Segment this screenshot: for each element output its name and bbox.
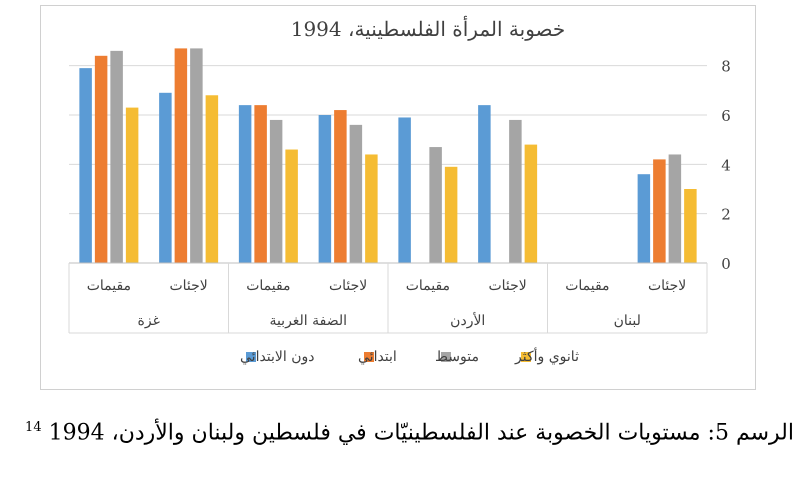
group-label: الضفة الغربية (269, 313, 347, 329)
legend-swatch (246, 352, 256, 362)
bar (285, 149, 298, 263)
bar (398, 117, 411, 263)
bar (269, 119, 283, 263)
bar (318, 115, 332, 263)
group-label: الأردن (450, 311, 485, 329)
bar (159, 92, 172, 263)
legend-label: متوسط (435, 349, 479, 365)
bar (125, 107, 139, 263)
bar (684, 189, 697, 263)
bar (478, 105, 491, 263)
caption-text: الرسم 5: مستويات الخصوبة عند الفلسطينيّا… (48, 420, 794, 446)
bar (653, 159, 666, 263)
y-tick-label: 2 (721, 206, 731, 224)
bar (637, 174, 651, 263)
bar (524, 144, 538, 263)
category-label: لاجئات (488, 278, 526, 294)
category-label: لاجئات (329, 278, 367, 294)
bar (668, 154, 682, 263)
legend-swatch (364, 352, 374, 362)
category-label: لاجئات (648, 278, 686, 294)
chart-svg: خصوبة المرأة الفلسطينية، 1994 0 2 4 6 8 لاجئات… (68, 15, 731, 365)
y-tick-label: 0 (721, 255, 731, 273)
category-label: مقيمات (87, 278, 131, 294)
chart-title: خصوبة المرأة الفلسطينية، 1994 (291, 15, 566, 41)
bar (429, 147, 442, 263)
bar (334, 110, 347, 263)
legend-label: دون الابتدائي (240, 349, 315, 365)
bar (94, 55, 108, 263)
bar (205, 95, 219, 264)
category-label: مقيمات (406, 278, 450, 294)
bar (444, 166, 458, 263)
bar (349, 124, 363, 263)
group-label: لبنان (614, 313, 641, 329)
legend-label: ابتدائي (358, 349, 397, 365)
category-label: مقيمات (246, 278, 290, 294)
bar (190, 48, 203, 264)
legend-swatch (521, 352, 531, 362)
category-label: لاجئات (169, 278, 207, 294)
category-label: مقيمات (565, 278, 609, 294)
figure-caption: الرسم 5: مستويات الخصوبة عند الفلسطينيّا… (0, 420, 794, 445)
bar (365, 154, 378, 263)
legend-swatch (441, 352, 451, 362)
bar (110, 50, 123, 263)
legend-label: ثانوي وأكثر (514, 346, 579, 365)
chart-frame: خصوبة المرأة الفلسطينية، 1994 0 2 4 6 8 لاجئات… (40, 5, 756, 390)
y-tick-label: 4 (721, 156, 731, 174)
bar (174, 48, 188, 264)
bar (509, 119, 522, 263)
bar (254, 105, 267, 263)
bar (238, 105, 252, 263)
y-tick-label: 6 (721, 107, 731, 125)
y-tick-label: 8 (721, 58, 731, 76)
caption-footnote: 14 (25, 420, 42, 435)
group-label: غزة (138, 313, 160, 329)
bar (79, 68, 92, 263)
